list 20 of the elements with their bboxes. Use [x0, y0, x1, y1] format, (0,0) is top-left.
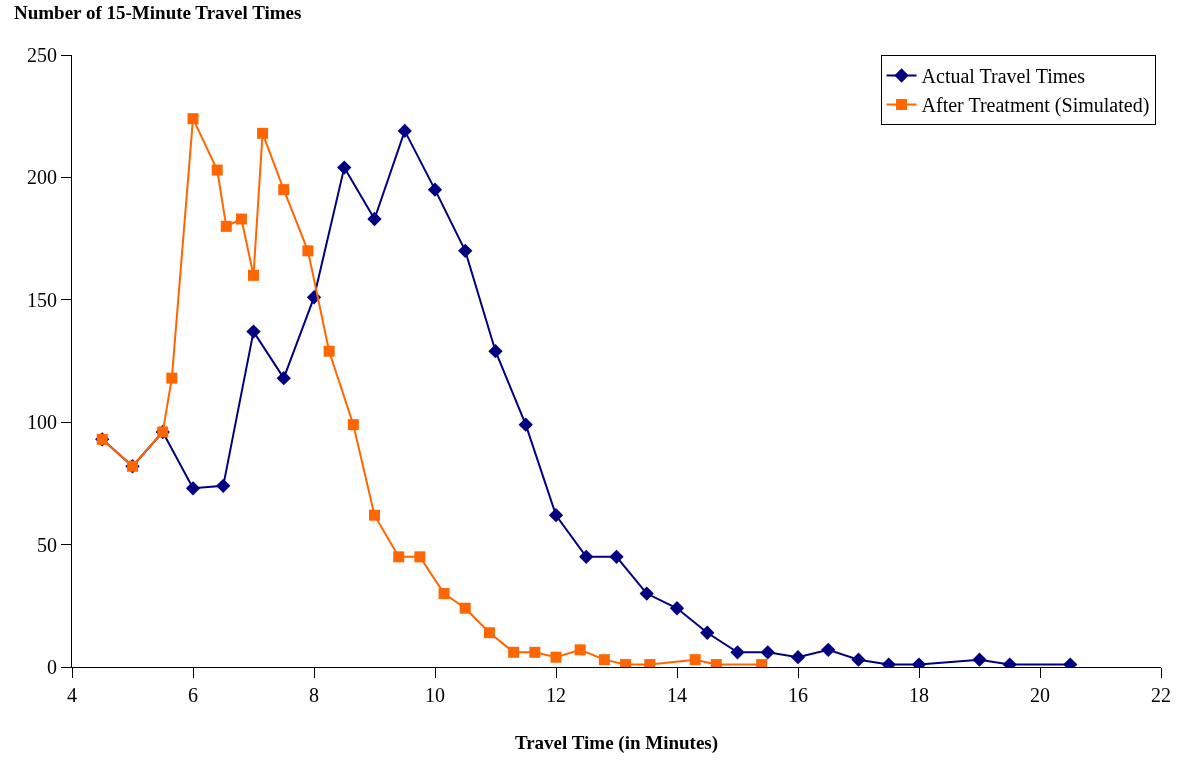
- x-tick-label: 6: [188, 684, 198, 706]
- x-tick-label: 14: [667, 684, 687, 706]
- y-tick-label: 50: [37, 533, 57, 556]
- x-tick-label: 12: [546, 684, 566, 706]
- x-tick-label: 8: [309, 684, 319, 706]
- legend-label: After Treatment (Simulated): [921, 94, 1150, 118]
- y-tick-label: 0: [47, 656, 57, 678]
- x-axis-title: Travel Time (in Minutes): [514, 731, 719, 754]
- x-tick-label: 16: [788, 684, 808, 706]
- x-tick-label: 22: [1151, 684, 1171, 706]
- y-axis-title: Number of 15-Minute Travel Times: [14, 2, 302, 23]
- y-tick-label: 150: [27, 288, 57, 311]
- y-tick-label: 100: [27, 411, 57, 434]
- x-tick-label: 18: [909, 684, 929, 706]
- y-tick-label: 250: [27, 44, 57, 66]
- y-tick-label: 200: [27, 166, 57, 189]
- x-tick-label: 4: [67, 684, 77, 706]
- legend-label: Actual Travel Times: [921, 65, 1086, 88]
- x-tick-label: 10: [425, 684, 445, 706]
- x-tick-label: 20: [1030, 684, 1050, 706]
